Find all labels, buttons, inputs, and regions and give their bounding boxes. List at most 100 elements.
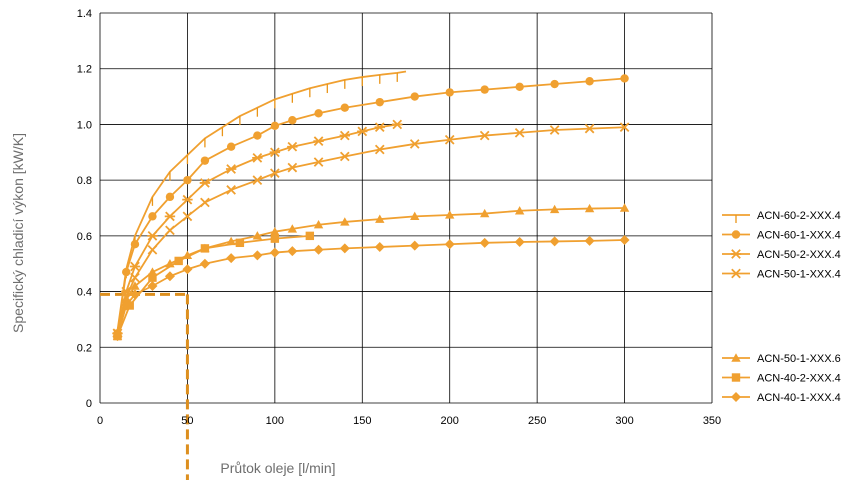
data-point [549, 125, 560, 135]
legend-item: ACN-40-1-XXX.4 [722, 392, 841, 404]
legend-item: ACN-50-2-XXX.4 [722, 249, 841, 261]
x-tick-label: 50 [181, 415, 193, 427]
data-point [200, 244, 210, 253]
data-point [287, 224, 298, 233]
legend-swatch-marker [731, 230, 741, 239]
y-tick-label: 0 [86, 398, 92, 410]
data-point [409, 139, 420, 149]
data-point [584, 235, 595, 246]
data-point [182, 211, 193, 222]
legend-swatch-marker [731, 353, 741, 362]
data-point [313, 220, 324, 229]
data-point [235, 238, 245, 248]
data-point [340, 217, 350, 226]
data-point [410, 211, 420, 221]
data-point [226, 185, 236, 195]
data-point [148, 212, 157, 221]
series-line [116, 207, 625, 337]
data-point [479, 208, 490, 218]
data-point [375, 214, 385, 223]
legend-label: ACN-40-2-XXX.4 [757, 373, 841, 385]
data-point [480, 85, 489, 94]
data-point [199, 258, 210, 269]
data-point [479, 237, 490, 248]
data-point [339, 151, 350, 162]
x-tick-label: 150 [353, 415, 371, 427]
data-point [226, 253, 237, 264]
legend-label: ACN-40-1-XXX.4 [757, 392, 841, 404]
x-tick-label: 250 [528, 415, 546, 427]
y-tick-label: 0.6 [77, 231, 92, 243]
data-point [340, 103, 349, 112]
data-point [182, 264, 193, 275]
data-point [374, 242, 385, 252]
data-point [252, 250, 263, 261]
legend-swatch-marker [731, 392, 741, 402]
x-tick-label: 0 [97, 415, 103, 427]
y-axis-title: Specifický chladicí výkon [kW/K] [10, 133, 26, 333]
x-tick-label: 350 [703, 415, 721, 427]
data-point [122, 267, 131, 277]
data-point [444, 134, 455, 145]
data-point [270, 168, 280, 179]
series-line [116, 77, 625, 334]
data-point [410, 92, 419, 101]
data-point [479, 130, 490, 141]
x-tick-label: 100 [266, 415, 284, 427]
data-point [252, 175, 263, 185]
data-point [287, 246, 298, 257]
legend: ACN-60-2-XXX.4 ACN-60-1-XXX.4 ACN-50-2-XXX… [722, 210, 841, 404]
data-point [392, 119, 403, 130]
legend-label: ACN-60-1-XXX.4 [757, 230, 841, 242]
data-point [357, 126, 368, 137]
data-point [225, 164, 237, 174]
data-point [174, 256, 183, 266]
legend-label: ACN-50-1-XXX.6 [757, 353, 841, 365]
data-point [339, 243, 350, 254]
y-tick-label: 1.4 [77, 8, 92, 20]
data-point [549, 204, 560, 214]
data-point [445, 88, 454, 97]
legend-item: ACN-60-2-XXX.4 [722, 210, 841, 223]
data-point [313, 136, 324, 146]
data-point [253, 131, 262, 140]
data-point [584, 123, 595, 134]
data-point [445, 210, 455, 219]
data-point [129, 289, 140, 300]
data-point [514, 206, 525, 215]
data-point [130, 240, 140, 249]
x-tick-label: 300 [615, 415, 633, 427]
data-point [339, 130, 350, 141]
data-point [584, 203, 595, 213]
data-point [148, 273, 157, 282]
data-point [620, 74, 629, 83]
y-tick-label: 1.2 [77, 64, 92, 76]
data-point [147, 231, 158, 241]
data-point [165, 192, 175, 202]
data-point [130, 281, 140, 290]
data-point [313, 244, 324, 255]
series-line [116, 126, 625, 334]
data-point [147, 281, 158, 291]
data-point [288, 116, 297, 125]
data-point [269, 247, 280, 258]
legend-label: ACN-50-2-XXX.4 [757, 249, 841, 261]
series-acn-60-1-xxx-4 [113, 74, 629, 338]
data-point [619, 122, 630, 133]
data-point [619, 203, 630, 212]
legend-label: ACN-50-1-XXX.4 [757, 269, 841, 281]
series-line [116, 123, 398, 334]
legend-swatch-marker [730, 249, 742, 259]
data-point [549, 236, 560, 247]
series-layer [112, 70, 630, 342]
data-point [270, 234, 280, 243]
data-point [147, 244, 158, 255]
legend-item: ACN-50-1-XXX.6 [722, 353, 841, 365]
data-point [199, 178, 211, 188]
data-point [226, 142, 236, 151]
data-point [515, 82, 524, 92]
data-point [164, 211, 176, 222]
data-point [314, 109, 323, 118]
